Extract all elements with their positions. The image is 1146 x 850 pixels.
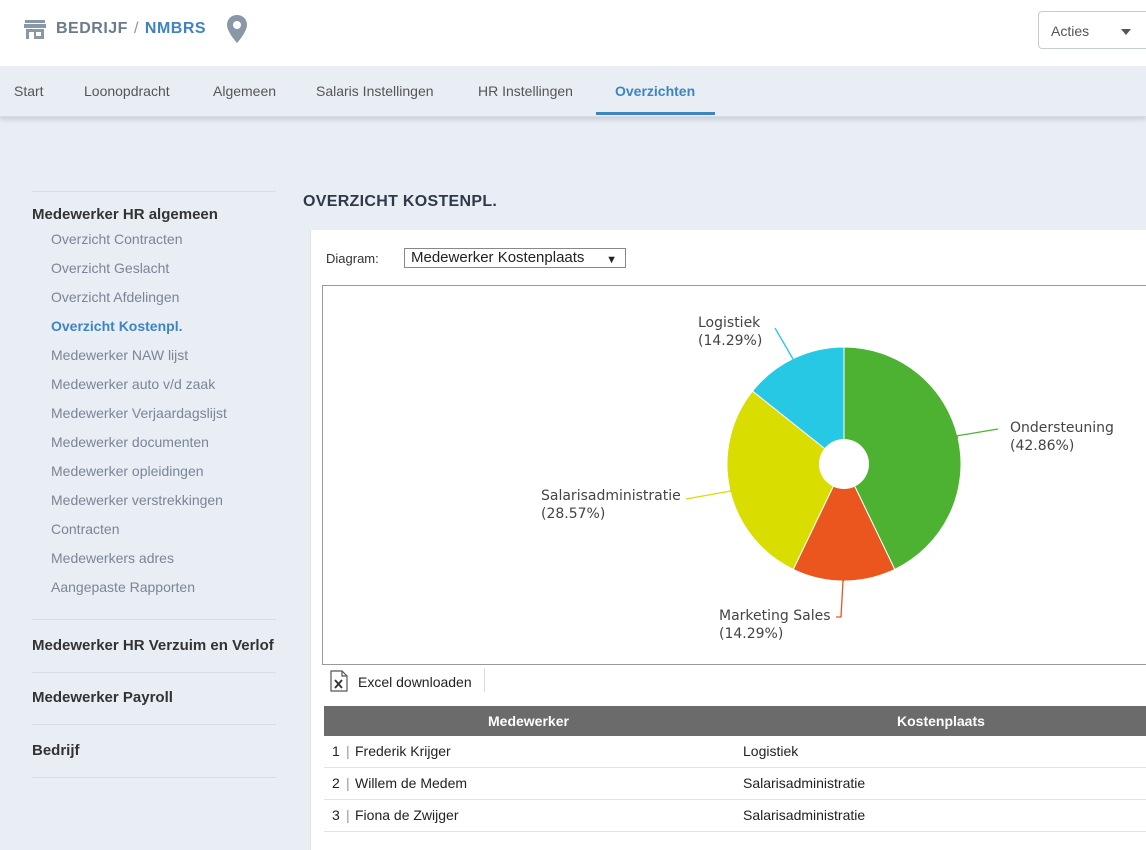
row-separator: | [346, 743, 350, 759]
sidebar-item-overzicht-afdelingen[interactable]: Overzicht Afdelingen [51, 289, 180, 305]
pie-slice-percent: (42.86%) [1010, 438, 1074, 454]
cost-center: Salarisadministratie [743, 807, 866, 823]
cost-center: Salarisadministratie [743, 775, 866, 791]
diagram-select[interactable]: Medewerker Kostenplaats ▼ [404, 248, 626, 268]
tab-salaris-instellingen[interactable]: Salaris Instellingen [316, 83, 434, 99]
store-icon [24, 20, 46, 39]
row-number: 1 [332, 743, 340, 759]
diagram-select-value: Medewerker Kostenplaats [411, 249, 585, 266]
row-separator: | [346, 807, 350, 823]
actions-label: Acties [1051, 23, 1090, 39]
divider [32, 672, 276, 673]
pie-label-connector [836, 580, 844, 618]
employee-table: Medewerker Kostenplaats 1 | Frederik Kri… [324, 706, 1146, 832]
sidebar-item-medewerkers-adres[interactable]: Medewerkers adres [51, 550, 174, 566]
sidebar-item-contracten[interactable]: Contracten [51, 521, 120, 537]
pie-slice-label: Ondersteuning [1010, 420, 1114, 436]
column-header-kostenplaats[interactable]: Kostenplaats [897, 713, 985, 729]
breadcrumb: BEDRIJF / NMBRS [56, 20, 206, 38]
employee-name: Fiona de Zwijger [355, 807, 459, 823]
sidebar-item-overzicht-contracten[interactable]: Overzicht Contracten [51, 231, 183, 247]
org-name-link[interactable]: NMBRS [144, 20, 207, 37]
dropdown-arrow-icon: ▼ [606, 254, 617, 266]
tab-algemeen[interactable]: Algemeen [213, 83, 277, 99]
pie-label-connector [685, 489, 733, 500]
sidebar-item-opleidingen[interactable]: Medewerker opleidingen [51, 463, 204, 479]
pie-slice-label: Salarisadministratie [541, 488, 681, 504]
chevron-down-icon [1121, 29, 1131, 35]
divider [484, 668, 485, 692]
pie-slice-percent: (14.29%) [719, 626, 783, 642]
pie-slice-label: Logistiek [698, 315, 761, 331]
pie-slice-percent: (14.29%) [698, 333, 762, 349]
sidebar-item-documenten[interactable]: Medewerker documenten [51, 434, 209, 450]
main-tabs: Start Loonopdracht Algemeen Salaris Inst… [0, 66, 1146, 117]
pie-chart: Ondersteuning (42.86%) Marketing Sales (14.… [541, 315, 1114, 642]
pie-center-hole [819, 439, 869, 489]
pie-label-connector [774, 327, 794, 361]
tab-overzichten[interactable]: Overzichten [615, 83, 696, 99]
sidebar-item-auto-vd-zaak[interactable]: Medewerker auto v/d zaak [51, 376, 216, 392]
pie-label-connector [954, 428, 999, 439]
tab-loonopdracht[interactable]: Loonopdracht [84, 83, 170, 99]
sidebar-section-bedrijf[interactable]: Bedrijf [32, 742, 80, 759]
sidebar-section-verzuim-verlof[interactable]: Medewerker HR Verzuim en Verlof [32, 637, 274, 654]
divider [32, 777, 276, 778]
sidebar-item-overzicht-geslacht[interactable]: Overzicht Geslacht [51, 260, 170, 276]
cost-center: Logistiek [743, 743, 799, 759]
table-row[interactable]: 3 | Fiona de Zwijger Salarisadministrati… [324, 800, 1146, 832]
active-tab-indicator [596, 112, 715, 115]
sidebar-section-hr-algemeen[interactable]: Medewerker HR algemeen [32, 206, 218, 223]
row-separator: | [346, 775, 350, 791]
excel-file-icon [330, 670, 348, 692]
chart-area: Ondersteuning (42.86%) Marketing Sales (14.… [322, 285, 1146, 665]
sidebar-section-payroll[interactable]: Medewerker Payroll [32, 689, 173, 706]
top-bar: BEDRIJF / NMBRS Acties [0, 0, 1146, 66]
row-number: 2 [332, 775, 340, 791]
pie-slice-percent: (28.57%) [541, 506, 605, 522]
diagram-label: Diagram: [326, 251, 379, 266]
table-row[interactable]: 1 | Frederik Krijger Logistiek [324, 736, 1146, 768]
page-title: OVERZICHT KOSTENPL. [303, 193, 498, 210]
location-pin-icon[interactable] [226, 14, 248, 44]
tab-start[interactable]: Start [14, 83, 44, 99]
sidebar-item-verjaardagslijst[interactable]: Medewerker Verjaardagslijst [51, 405, 227, 421]
breadcrumb-separator: / [133, 20, 139, 37]
pie-slice-salarisadministratie[interactable] [726, 390, 845, 571]
divider [32, 191, 276, 192]
employee-name: Willem de Medem [355, 775, 468, 791]
company-label: BEDRIJF [56, 20, 128, 37]
excel-download-label: Excel downloaden [358, 674, 472, 690]
pie-slice-label: Marketing Sales [719, 608, 831, 624]
tab-hr-instellingen[interactable]: HR Instellingen [478, 83, 573, 99]
column-header-medewerker[interactable]: Medewerker [488, 713, 569, 729]
row-number: 3 [332, 807, 340, 823]
sidebar-item-aangepaste-rapporten[interactable]: Aangepaste Rapporten [51, 579, 195, 595]
sidebar-item-naw-lijst[interactable]: Medewerker NAW lijst [51, 347, 189, 363]
table-header: Medewerker Kostenplaats [324, 706, 1146, 736]
table-row[interactable]: 2 | Willem de Medem Salarisadministratie [324, 768, 1146, 800]
employee-name: Frederik Krijger [355, 743, 451, 759]
actions-dropdown[interactable]: Acties [1038, 11, 1146, 49]
divider [32, 619, 276, 620]
divider [32, 724, 276, 725]
sidebar-item-verstrekkingen[interactable]: Medewerker verstrekkingen [51, 492, 223, 508]
sidebar-item-overzicht-kostenpl[interactable]: Overzicht Kostenpl. [51, 318, 183, 334]
